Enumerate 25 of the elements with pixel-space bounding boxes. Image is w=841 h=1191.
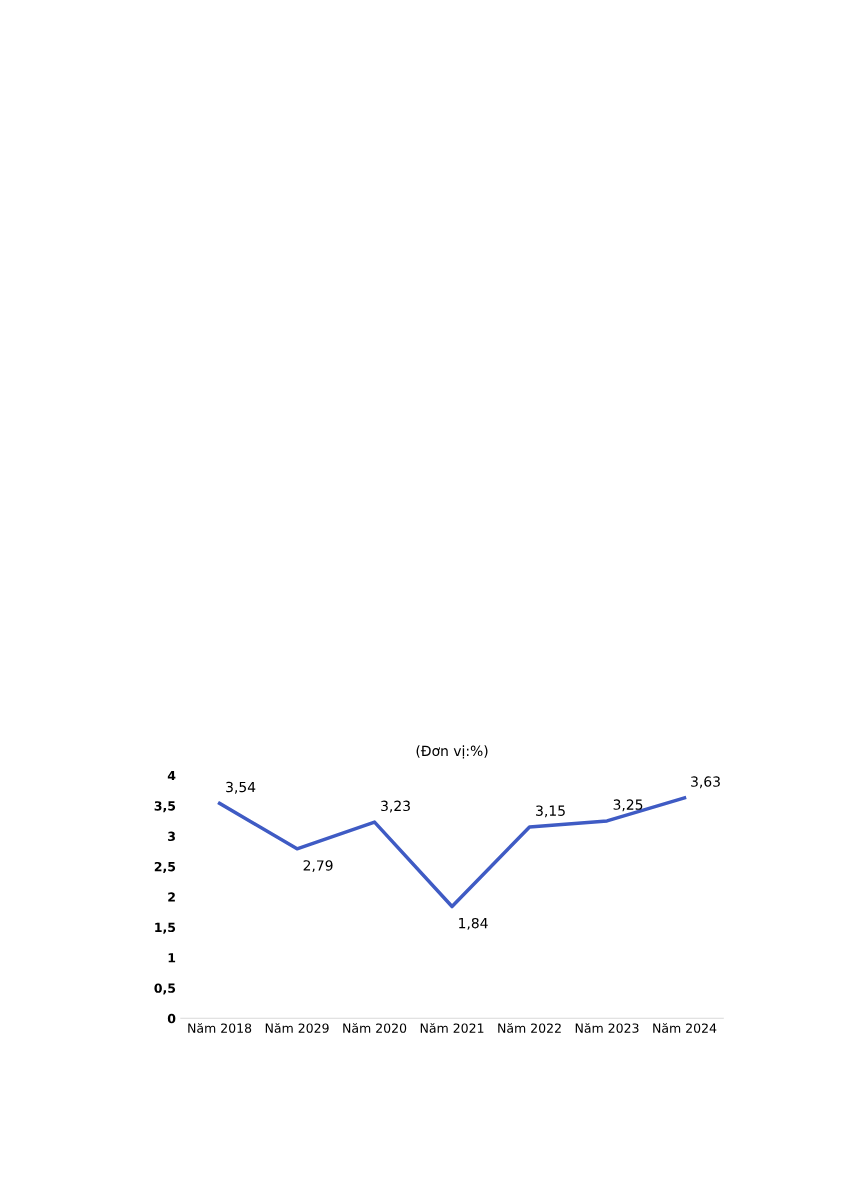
- data-label: 3,25: [613, 799, 643, 812]
- y-tick-label: 3: [168, 831, 175, 842]
- x-tick-label: Năm 2022: [498, 1023, 561, 1033]
- y-tick-label: 2: [168, 892, 175, 902]
- data-label: 3,15: [536, 805, 565, 818]
- x-tick-label: Năm 2024: [653, 1023, 717, 1033]
- data-label: 3,23: [381, 800, 410, 813]
- data-label: 3,54: [226, 781, 256, 794]
- y-tick-label: 1: [168, 953, 176, 963]
- y-tick-label: 2,5: [154, 861, 176, 873]
- x-tick-label: Năm 2021: [420, 1023, 484, 1033]
- data-label: 2,79: [303, 860, 333, 873]
- x-tick-label: Năm 2029: [265, 1023, 329, 1033]
- x-tick-label: Năm 2020: [343, 1023, 407, 1033]
- data-label: 3,63: [691, 776, 720, 789]
- y-tick-label: 0: [167, 1013, 176, 1024]
- line-series: [217, 796, 687, 909]
- chart-title: (Đơn vị:%): [416, 745, 488, 759]
- y-tick-label: 1,5: [155, 922, 176, 934]
- x-tick-label: Năm 2023: [575, 1023, 639, 1033]
- x-tick-label: Năm 2018: [188, 1023, 252, 1033]
- y-tick-label: 3,5: [154, 801, 176, 813]
- data-label: 1,84: [459, 917, 488, 930]
- y-tick-label: 0,5: [154, 983, 176, 995]
- y-tick-label: 4: [167, 770, 176, 781]
